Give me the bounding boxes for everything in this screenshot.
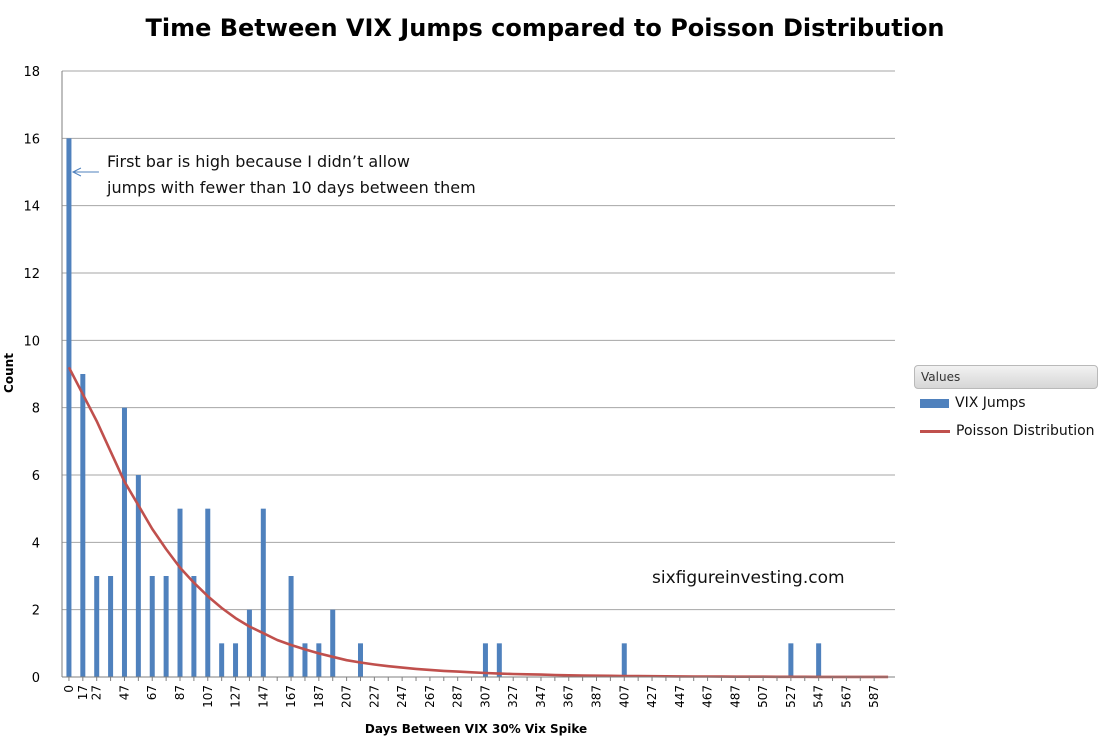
x-tick-label: 407	[617, 685, 631, 708]
arrowhead-icon	[71, 167, 82, 177]
vix-jumps-bar	[177, 508, 183, 677]
x-tick-label: 507	[756, 685, 770, 708]
line-swatch-icon	[920, 429, 950, 433]
annotation-text: First bar is high because I didn’t allow	[107, 152, 410, 171]
x-tick-label: 167	[284, 685, 298, 708]
x-tick-label: 347	[534, 685, 548, 708]
x-tick-label: 17	[76, 685, 90, 700]
y-tick-label: 2	[32, 604, 40, 619]
x-tick-label: 27	[90, 685, 104, 700]
watermark-text: sixfigureinvesting.com	[652, 568, 845, 588]
vix-jumps-bar	[135, 475, 141, 677]
legend-label: VIX Jumps	[955, 395, 1026, 411]
vix-jumps-bar	[219, 643, 225, 677]
x-tick-label: 367	[562, 685, 576, 708]
y-tick-label: 10	[23, 334, 40, 349]
x-axis-label: Days Between VIX 30% Vix Spike	[365, 722, 587, 736]
x-tick-label: 487	[728, 685, 742, 708]
x-tick-label: 267	[423, 685, 437, 708]
x-tick-label: 247	[395, 685, 409, 708]
bar-swatch-icon	[920, 398, 949, 408]
x-tick-label: 67	[145, 685, 159, 700]
x-tick-label: 467	[701, 685, 715, 708]
vix-jumps-bar	[302, 643, 308, 677]
vix-jumps-bar	[260, 508, 266, 677]
vix-jumps-bar	[191, 576, 197, 677]
vix-jumps-bar	[94, 576, 100, 677]
y-axis-label: Count	[2, 353, 16, 393]
y-tick-label: 4	[32, 536, 40, 551]
x-tick-label: 447	[673, 685, 687, 708]
vix-jumps-bar	[288, 576, 294, 677]
y-tick-label: 8	[32, 402, 40, 417]
x-tick-labels: 0 17 27 47 67 87 107 127 147 167 187 207 227 247 267 28…	[62, 677, 881, 708]
x-tick-label: 387	[590, 685, 604, 708]
vix-jumps-bar	[121, 407, 127, 677]
x-tick-label: 587	[867, 685, 881, 708]
y-tick-labels: 0 2 4 6 8 10 12 14 16 18	[23, 65, 40, 686]
x-tick-label: 87	[173, 685, 187, 700]
vix-jumps-bar	[482, 643, 488, 677]
vix-jumps-bar	[205, 508, 211, 677]
vix-jumps-bar	[816, 643, 822, 677]
vix-jumps-bar	[246, 609, 252, 677]
vix-jumps-bar	[316, 643, 322, 677]
vix-jumps-bar	[621, 643, 627, 677]
vix-jumps-bar	[788, 643, 794, 677]
vix-jumps-bar	[66, 138, 72, 678]
x-tick-label: 327	[506, 685, 520, 708]
chart-title: Time Between VIX Jumps compared to Poiss…	[145, 14, 945, 42]
annotation: First bar is high because I didn’t allow…	[71, 152, 476, 197]
x-tick-label: 47	[118, 685, 132, 700]
x-tick-label: 147	[256, 685, 270, 708]
vix-jumps-bar	[163, 576, 169, 677]
x-tick-label: 307	[478, 685, 492, 708]
x-tick-label: 547	[812, 685, 826, 708]
vix-jumps-bar	[233, 643, 239, 677]
gridlines	[62, 70, 895, 611]
x-tick-label: 427	[645, 685, 659, 708]
vix-jumps-bar	[108, 576, 114, 677]
axes	[61, 71, 895, 678]
y-tick-label: 18	[23, 65, 40, 80]
y-tick-label: 12	[23, 267, 40, 282]
x-tick-label: 287	[451, 685, 465, 708]
x-tick-label: 107	[201, 685, 215, 708]
vix-jumps-bars	[66, 138, 822, 678]
legend-label: Poisson Distribution	[956, 423, 1095, 439]
legend-item-vix-jumps[interactable]: VIX Jumps	[920, 392, 1026, 414]
vix-jumps-bar	[357, 643, 363, 677]
x-tick-label: 207	[340, 685, 354, 708]
vix-jumps-bar	[496, 643, 502, 677]
vix-jumps-bar	[330, 609, 336, 677]
vix-jumps-bar	[80, 374, 86, 677]
y-tick-label: 16	[23, 132, 40, 147]
annotation-text: jumps with fewer than 10 days between th…	[106, 178, 476, 197]
x-tick-label: 567	[839, 685, 853, 708]
x-tick-label: 187	[312, 685, 326, 708]
legend: Values VIX Jumps Poisson Distribution	[914, 365, 1098, 451]
legend-item-poisson[interactable]: Poisson Distribution	[920, 420, 1095, 442]
x-tick-label: 227	[367, 685, 381, 708]
y-tick-label: 14	[23, 200, 40, 215]
y-tick-label: 6	[32, 469, 40, 484]
x-tick-label: 127	[229, 685, 243, 708]
x-tick-label: 527	[784, 685, 798, 708]
y-tick-label: 0	[32, 671, 40, 686]
legend-header[interactable]: Values	[914, 365, 1098, 389]
x-tick-label: 0	[62, 685, 76, 693]
vix-jumps-bar	[149, 576, 155, 677]
